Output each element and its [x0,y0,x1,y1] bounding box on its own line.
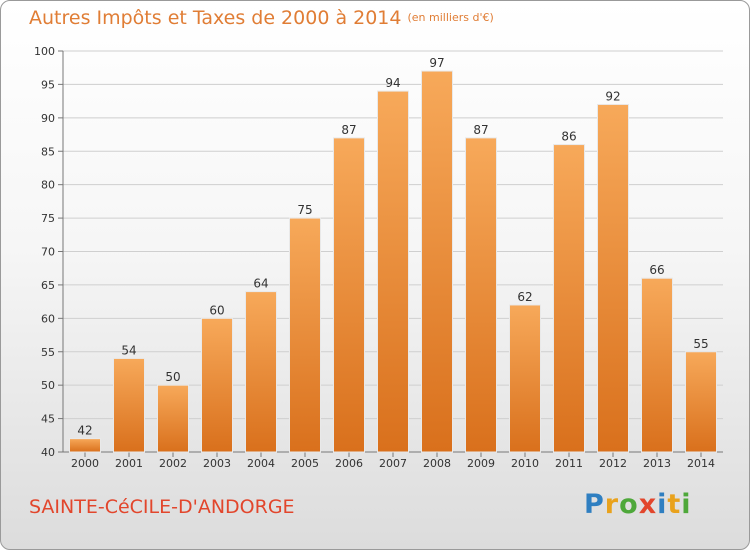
y-tick-label: 40 [41,446,55,459]
bar-value-label: 87 [341,123,356,137]
y-tick-label: 80 [41,179,55,192]
bar [69,438,101,453]
bar [465,137,497,453]
bar [289,217,321,453]
y-tick-label: 65 [41,279,55,292]
y-tick-label: 100 [34,45,55,58]
x-tick-label: 2007 [379,457,407,470]
bar-value-label: 60 [209,303,224,317]
y-tick-label: 90 [41,112,55,125]
chart-title: Autres Impôts et Taxes de 2000 à 2014 (en… [29,7,494,29]
labels: 40 45 50 55 60 65 70 75 80 85 90 95 100 42 2000 54 2001 5… [34,45,715,470]
bar [201,317,233,453]
x-tick-label: 2006 [335,457,363,470]
logo-letter: r [604,489,620,520]
bar-value-label: 62 [517,290,532,304]
bar-value-label: 54 [121,343,136,357]
logo-letter: i [657,489,668,520]
city-name: SAINTE-CéCILE-D'ANDORGE [29,496,295,518]
bar-value-label: 92 [605,89,620,103]
bar-value-label: 64 [253,277,268,291]
bar-value-label: 97 [429,56,444,70]
x-tick-label: 2014 [687,457,715,470]
x-tick-label: 2005 [291,457,319,470]
y-tick-label: 50 [41,379,55,392]
y-tick-label: 85 [41,145,55,158]
bar [245,291,277,453]
y-tick-label: 70 [41,246,55,259]
bar [157,384,189,453]
bar [377,90,409,453]
bar-value-label: 50 [165,370,180,384]
bar-value-label: 66 [649,263,664,277]
logo-letter: o [619,489,639,520]
x-tick-label: 2003 [203,457,231,470]
x-tick-label: 2008 [423,457,451,470]
x-tick-label: 2002 [159,457,187,470]
logo-letter: x [638,489,658,520]
proxiti-logo: Proxiti [584,489,692,520]
logo-letter: i [681,489,692,520]
bar [113,357,145,453]
bar [685,351,717,453]
logo-letter: t [667,489,682,520]
logo-letter: P [584,489,605,520]
x-tick-label: 2000 [71,457,99,470]
bar-value-label: 86 [561,130,576,144]
bar [421,70,453,453]
bar [641,277,673,453]
bars [69,70,717,453]
x-tick-label: 2013 [643,457,671,470]
x-tick-label: 2010 [511,457,539,470]
x-tick-label: 2001 [115,457,143,470]
x-tick-label: 2011 [555,457,583,470]
bar-value-label: 94 [385,76,400,90]
title-text: Autres Impôts et Taxes de 2000 à 2014 [29,7,402,29]
bar-value-label: 42 [77,424,92,438]
y-tick-label: 75 [41,212,55,225]
bar-value-label: 75 [297,203,312,217]
x-tick-label: 2004 [247,457,275,470]
x-tick-label: 2012 [599,457,627,470]
y-tick-label: 95 [41,78,55,91]
bar [509,304,541,453]
bar [333,137,365,453]
unit-note: (en milliers d'€) [407,11,494,24]
y-tick-label: 60 [41,312,55,325]
bar-value-label: 87 [473,123,488,137]
y-tick-label: 45 [41,413,55,426]
bar [553,144,585,453]
y-tick-label: 55 [41,346,55,359]
bar [597,103,629,453]
x-tick-label: 2009 [467,457,495,470]
bar-value-label: 55 [693,337,708,351]
